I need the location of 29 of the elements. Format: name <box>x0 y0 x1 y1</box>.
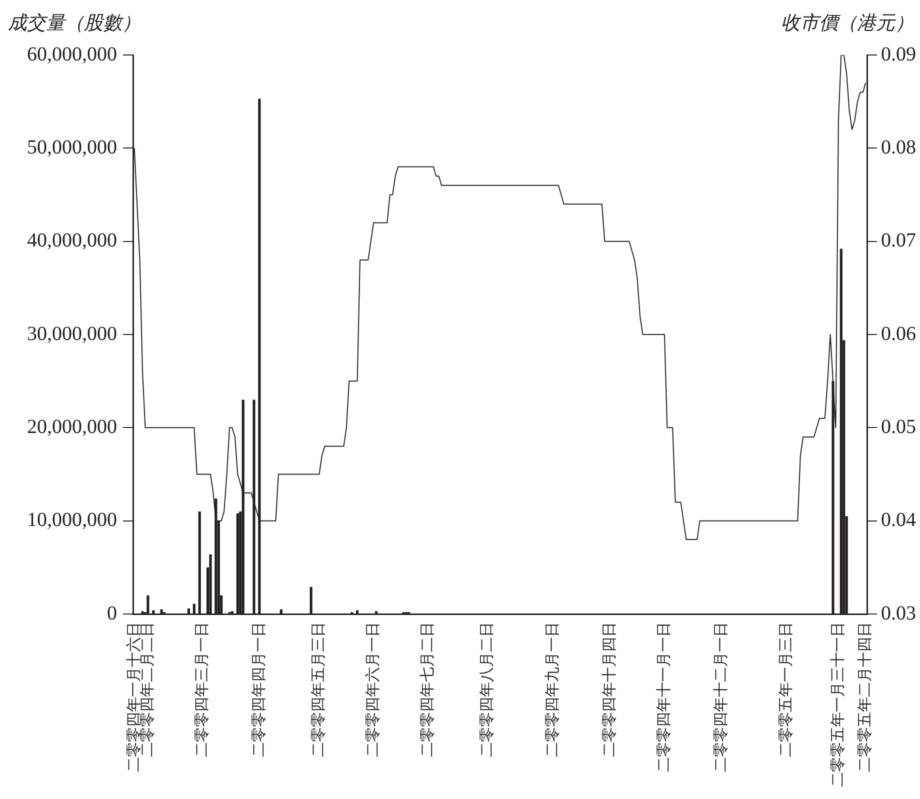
x-tick-label: 二零零四年五月三日 <box>310 622 328 757</box>
y2-tick-label: 0.03 <box>881 602 916 624</box>
y-tick-label: 30,000,000 <box>27 322 117 345</box>
y-axis-title: 成交量（股數） <box>8 12 141 36</box>
y2-tick-label: 0.05 <box>881 416 916 438</box>
y-tick-label: 10,000,000 <box>27 509 117 532</box>
x-tick-label: 二零零五年一月三十一日 <box>829 622 846 787</box>
x-tick-label: 二零零五年二月十四日 <box>856 622 874 772</box>
y-tick-label: 50,000,000 <box>27 136 117 158</box>
y2-tick-label: 0.04 <box>881 509 916 532</box>
x-tick-label: 二零零四年十一月一日 <box>655 622 672 772</box>
x-tick-label: 二零零四年四月一日 <box>250 622 268 757</box>
x-tick-label: 二零零四年六月一日 <box>364 622 382 757</box>
y-tick-label: 0 <box>107 602 117 624</box>
y-tick-label: 20,000,000 <box>27 416 117 438</box>
y2-tick-label: 0.06 <box>881 322 916 345</box>
x-tick-label: 二零零四年十月四日 <box>601 622 618 757</box>
y2-tick-label: 0.07 <box>881 230 916 252</box>
y-tick-label: 40,000,000 <box>27 230 117 252</box>
x-tick-label: 二零零四年十二月一日 <box>712 622 730 772</box>
y2-tick-label: 0.09 <box>881 43 916 66</box>
x-tick-label: 二零零四年七月二日 <box>418 622 436 757</box>
x-tick-label: 二零零四年九月一日 <box>544 622 561 757</box>
y2-tick-label: 0.08 <box>881 136 916 158</box>
x-tick-label: 二零零五年一月三日 <box>778 622 795 757</box>
y-tick-label: 60,000,000 <box>27 43 117 66</box>
x-tick-label: 二零零四年三月一日 <box>193 622 210 757</box>
x-tick-label: 二零零四年八月二日 <box>478 622 496 757</box>
y2-axis-title: 收市價（港元） <box>781 12 914 36</box>
